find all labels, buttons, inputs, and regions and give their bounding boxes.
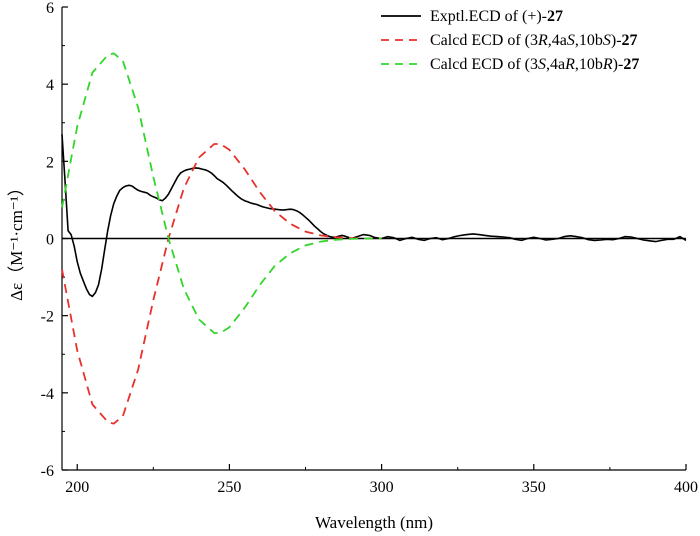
legend-label-1: Exptl.ECD of (+)-27	[430, 8, 563, 25]
x-tick-label: 300	[370, 479, 394, 496]
series-line-2	[61, 143, 382, 425]
legend-label-3: Calcd ECD of (3S,4aR,10bR)-27	[430, 56, 639, 73]
x-tick-label: 350	[522, 479, 546, 496]
x-tick-label: 250	[217, 479, 241, 496]
y-tick-label: -4	[41, 386, 54, 403]
legend-label-2: Calcd ECD of (3R,4aS,10bS)-27	[430, 32, 638, 49]
series-line-1	[61, 134, 687, 298]
legend: Exptl.ECD of (+)-27 Calcd ECD of (3R,4aS,…	[381, 8, 639, 73]
y-tick-label: -6	[41, 463, 54, 480]
y-tick-label: 0	[46, 232, 54, 249]
x-ticks: 200 250 300 350 400	[65, 464, 698, 496]
series-layer	[61, 52, 687, 425]
y-tick-label: 4	[46, 77, 54, 94]
series-line-3	[61, 52, 382, 334]
y-ticks: -6 -4 -2 0 2 4 6	[41, 0, 68, 480]
x-tick-label: 400	[674, 479, 698, 496]
x-axis-label: Wavelength (nm)	[315, 513, 433, 532]
y-tick-label: -2	[41, 309, 54, 326]
x-tick-label: 200	[65, 479, 89, 496]
y-axis-label: Δε（M⁻¹·cm⁻¹）	[7, 179, 26, 301]
y-tick-label: 6	[46, 0, 54, 17]
y-tick-label: 2	[46, 154, 54, 171]
